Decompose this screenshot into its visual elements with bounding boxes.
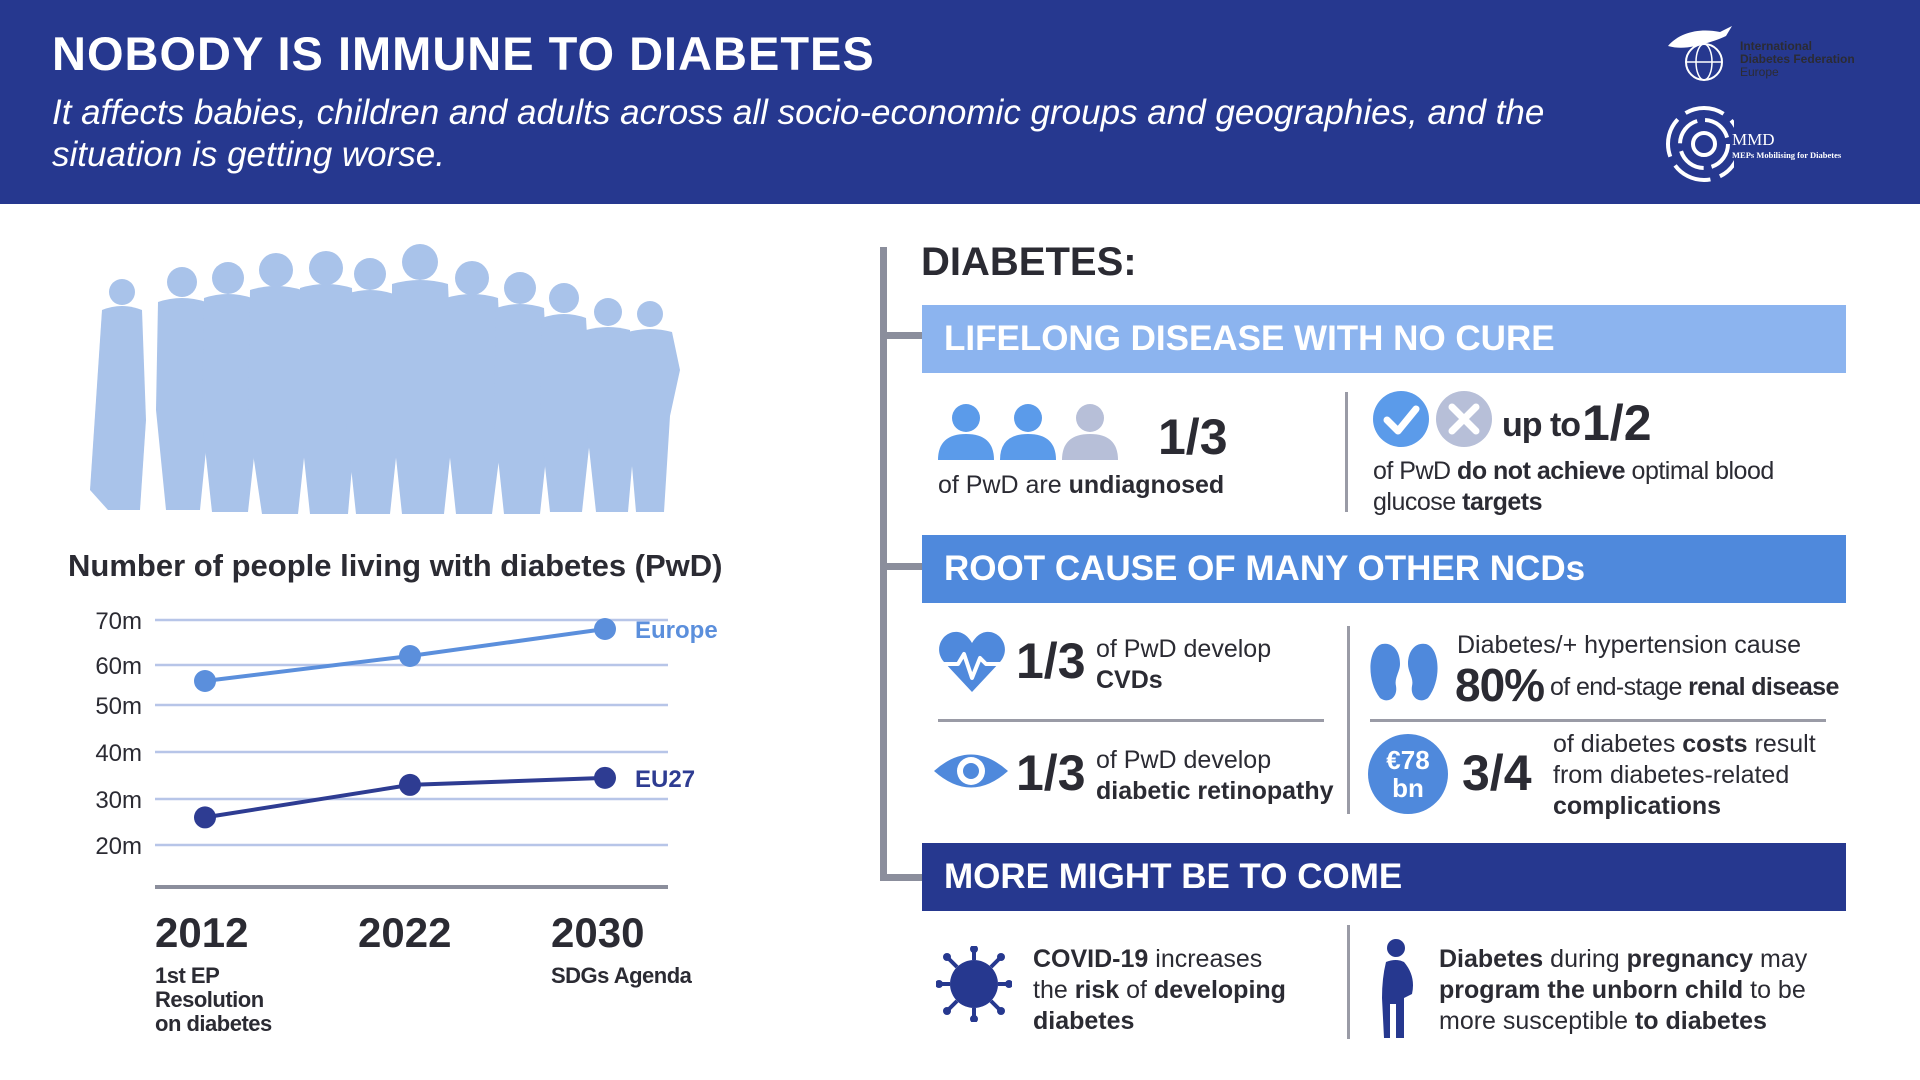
stat-targets-upto: up to [1502,406,1581,444]
idf-logo: International Diabetes Federation Europe [1660,18,1890,88]
kidneys-icon [1370,643,1438,701]
data-point [594,766,616,789]
pregnant-woman-icon [1382,939,1413,1038]
timeline-tick [880,563,922,570]
mmd-logo-subtext: MEPs Mobilising for Diabetes [1732,150,1842,160]
euro-cost-badge: €78 bn [1368,734,1448,814]
stat-targets-text: of PwD do not achieve optimal blood gluc… [1373,457,1774,516]
x-note-label: Resolution [155,987,264,1012]
series-label: Europe [635,617,718,644]
y-tick-label: 30m [95,787,142,814]
data-point [194,670,216,692]
x-tick-label: 2030 [551,909,644,956]
mmd-logo-text: MMD [1732,130,1775,149]
divider [1370,719,1826,722]
y-tick-label: 50m [95,693,142,720]
x-note-label: 1st EP [155,963,219,988]
data-point [399,645,421,667]
series-label: EU27 [635,766,695,793]
heart-pulse-icon [939,631,1005,692]
stat-pregnancy-text: Diabetes during pregnancy may program th… [1439,945,1808,1035]
data-point [399,773,421,796]
band-root-cause: ROOT CAUSE OF MANY OTHER NCDs [922,535,1846,603]
header-banner: NOBODY IS IMMUNE TO DIABETES It affects … [0,0,1920,204]
stat-cvd-text: of PwD develop CVDs [1096,635,1272,694]
stat-costs-value: 3/4 [1462,745,1532,801]
stat-renal-value: 80% [1455,659,1545,711]
chart-title: Number of people living with diabetes (P… [68,548,723,583]
target-rings-icon [1666,106,1742,182]
divider [1345,392,1348,512]
divider [1347,626,1350,814]
stat-retinopathy-text: of PwD develop diabetic retinopathy [1096,746,1334,805]
stat-retinopathy-value: 1/3 [1016,745,1086,801]
band-more-to-come: MORE MIGHT BE TO COME [922,843,1846,911]
stat-covid-text: COVID-19 increases the risk of developin… [1033,945,1286,1035]
eye-icon [934,754,1008,788]
divider [938,719,1324,722]
x-note-label: SDGs Agenda [551,963,693,988]
section-heading: DIABETES: [921,240,1137,284]
mmd-logo: MMD MEPs Mobilising for Diabetes [1664,104,1894,188]
idf-logo-text: International Diabetes Federation Europe [1740,39,1855,79]
stat-undiagnosed-value: 1/3 [1158,409,1228,465]
x-tick-label: 2012 [155,909,248,956]
y-tick-label: 60m [95,653,142,680]
stat-cvd-value: 1/3 [1016,633,1086,689]
x-tick-label: 2022 [358,909,451,956]
check-and-cross-icon [1373,391,1492,447]
hummingbird-globe-icon [1668,26,1732,81]
data-point [194,806,216,829]
y-tick-label: 20m [95,833,142,860]
data-point [594,618,616,640]
stat-targets-value: 1/2 [1582,395,1652,451]
stat-renal-text: of end-stage renal disease [1550,673,1839,701]
band-lifelong-disease: LIFELONG DISEASE WITH NO CURE [922,305,1846,373]
stat-costs-text: of diabetes costs result from diabetes-r… [1553,730,1816,820]
line-chart: 70m 60m 50m 40m 30m 20m Europe EU27 2012 2022 2030… [95,608,718,1036]
divider [1347,925,1350,1039]
timeline-tick [880,874,922,881]
stat-renal-line1: Diabetes/+ hypertension cause [1457,631,1801,659]
people-group-icon [938,404,1118,460]
crowd-silhouette-illustration [90,244,680,514]
y-tick-label: 40m [95,740,142,767]
y-tick-label: 70m [95,608,142,635]
timeline-tick [880,332,922,339]
page-subtitle: It affects babies, children and adults a… [52,93,1545,174]
x-note-label: on diabetes [155,1011,272,1036]
stat-undiagnosed-text: of PwD are undiagnosed [938,471,1225,499]
virus-icon [936,946,1012,1022]
page-title: NOBODY IS IMMUNE TO DIABETES [52,27,875,80]
